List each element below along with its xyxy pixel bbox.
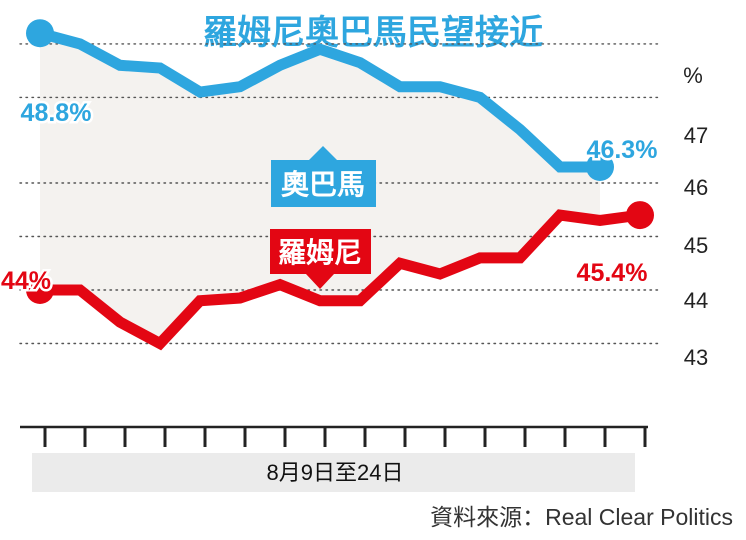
chart-title: 羅姆尼奧巴馬民望接近: [203, 14, 543, 52]
y-tick-label: 46: [684, 175, 708, 200]
obama-start-label: 48.8%: [21, 99, 92, 127]
obama-end-label: 46.3%: [587, 136, 658, 164]
obama-series-label: 奧巴馬: [281, 169, 365, 200]
y-unit-label: %: [683, 63, 703, 88]
y-tick-label: 44: [684, 288, 708, 313]
romney-callout-box: [270, 229, 371, 289]
romney-end-label: 45.4%: [577, 259, 648, 287]
x-axis-label: 8月9日至24日: [267, 460, 404, 485]
series-line-1: [40, 209, 641, 351]
romney-start-label: 44%: [1, 267, 51, 295]
y-tick-label: 45: [684, 233, 708, 258]
series-end-point: [586, 152, 614, 181]
series-start-point: [26, 276, 54, 304]
series-end-point: [626, 201, 654, 230]
obama-callout-box: [271, 146, 376, 207]
series-start-point: [26, 19, 54, 48]
y-tick-label: 43: [684, 345, 708, 370]
y-tick-label: 47: [684, 123, 708, 148]
romney-series-label: 羅姆尼: [278, 237, 362, 268]
series-line-0: [38, 27, 600, 173]
source-text: 資料來源：Real Clear Politics: [430, 504, 733, 530]
x-label-band: [32, 453, 635, 492]
